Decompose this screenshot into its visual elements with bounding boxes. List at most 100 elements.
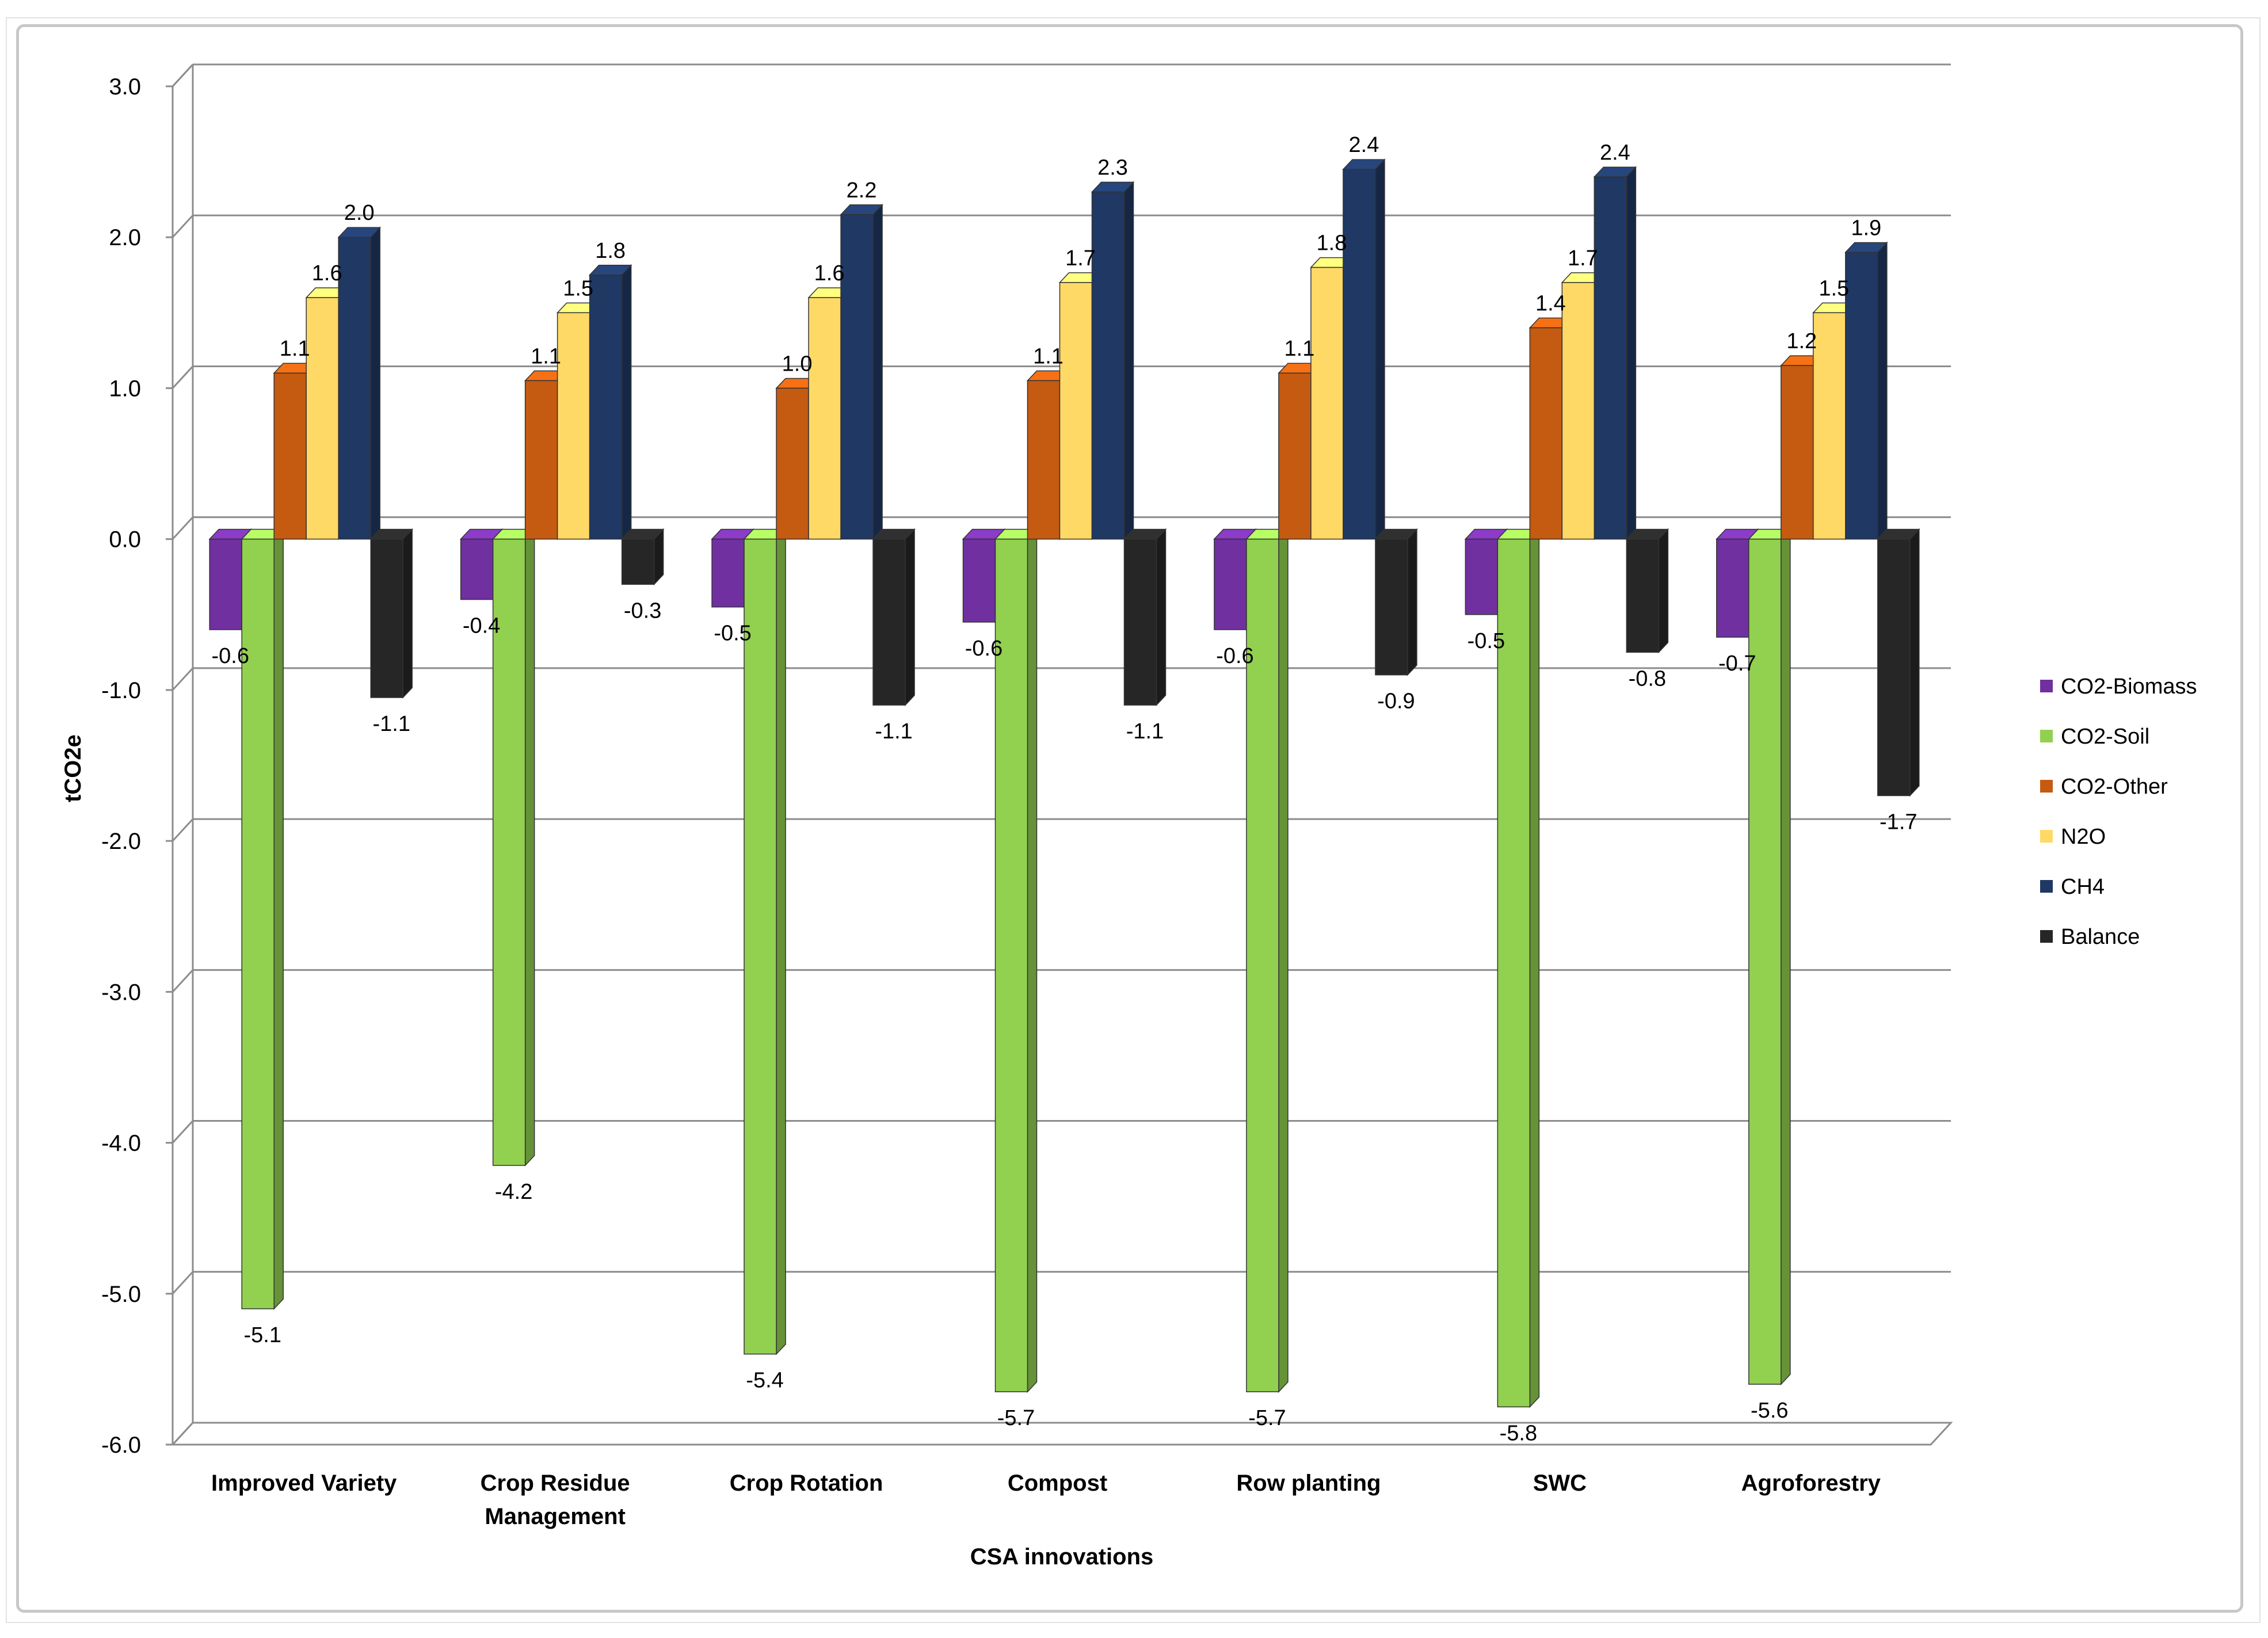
bar-side xyxy=(402,528,413,699)
bar-side xyxy=(905,528,915,707)
bar-ch4[interactable] xyxy=(840,203,883,540)
data-label: 1.6 xyxy=(312,261,342,285)
bar-front xyxy=(338,237,371,540)
bar-front xyxy=(1626,538,1660,653)
data-label: 1.9 xyxy=(1851,216,1881,240)
bar-front xyxy=(370,538,403,698)
legend-swatch xyxy=(2040,730,2053,742)
bar-front xyxy=(1561,282,1595,540)
data-label: 1.2 xyxy=(1786,329,1817,353)
bar-front xyxy=(1845,252,1878,540)
data-label: 1.5 xyxy=(563,276,593,300)
bar-side xyxy=(1407,528,1417,676)
legend-item-ch4[interactable]: CH4 xyxy=(2040,875,2105,899)
bar-balance[interactable] xyxy=(1374,528,1418,676)
bar-balance[interactable] xyxy=(369,528,413,699)
bar-front xyxy=(306,297,339,540)
x-axis-title: CSA innovations xyxy=(970,1544,1154,1570)
bar-side xyxy=(1156,528,1167,707)
bar-front xyxy=(1497,538,1531,1408)
bars xyxy=(208,158,1920,1408)
gridline-diag xyxy=(171,1120,194,1144)
data-label: 2.4 xyxy=(1349,133,1379,157)
bar-co2-soil[interactable] xyxy=(1245,528,1289,1393)
gridline-diag xyxy=(171,63,194,87)
bar-front xyxy=(1310,266,1344,540)
bar-front xyxy=(524,380,558,540)
y-axis-title: tCO2e xyxy=(60,734,86,802)
legend-item-co2-biomass[interactable]: CO2-Biomass xyxy=(2040,675,2197,699)
gridline-diag xyxy=(171,818,194,842)
bar-ch4[interactable] xyxy=(337,226,381,540)
legend-swatch xyxy=(2040,680,2053,692)
bar-ch4[interactable] xyxy=(1593,166,1637,540)
bar-balance[interactable] xyxy=(872,528,916,707)
data-label: 1.1 xyxy=(280,337,310,361)
bar-front xyxy=(1781,365,1814,540)
bar-front xyxy=(776,387,809,540)
data-label: -5.4 xyxy=(746,1369,783,1393)
bar-co2-soil[interactable] xyxy=(994,528,1038,1393)
bar-front xyxy=(209,538,242,630)
data-label: 1.1 xyxy=(1033,344,1064,368)
data-label: -5.7 xyxy=(1248,1406,1286,1430)
bar-ch4[interactable] xyxy=(588,264,632,540)
data-label: 1.0 xyxy=(782,352,813,376)
data-label: -5.6 xyxy=(1751,1399,1788,1423)
bar-ch4[interactable] xyxy=(1844,241,1888,540)
legend[interactable]: CO2-Biomass CO2-Soil CO2-Other N2O CH4 Balanc… xyxy=(2040,675,2197,949)
data-label: 2.2 xyxy=(847,178,877,203)
gridline-diag xyxy=(171,1271,194,1294)
bar-front xyxy=(1278,372,1312,540)
bar-ch4[interactable] xyxy=(1091,181,1135,540)
bar-ch4[interactable] xyxy=(1342,158,1386,540)
data-label: 1.6 xyxy=(814,261,845,285)
bar-front xyxy=(1027,380,1061,540)
legend-item-balance[interactable]: Balance xyxy=(2040,925,2140,949)
data-label: -5.8 xyxy=(1500,1421,1537,1445)
legend-swatch xyxy=(2040,780,2053,793)
bar-side xyxy=(273,528,284,1310)
bar-side xyxy=(1278,528,1289,1393)
y-tick-label: -4.0 xyxy=(101,1131,141,1156)
data-label: 2.3 xyxy=(1097,156,1128,180)
bar-co2-soil[interactable] xyxy=(743,528,787,1355)
bar-co2-soil[interactable] xyxy=(1496,528,1541,1408)
gridline-diag xyxy=(171,365,194,389)
y-tick-label: -3.0 xyxy=(101,980,141,1005)
gridline-diag xyxy=(171,969,194,993)
bar-side xyxy=(1909,528,1920,797)
bar-balance[interactable] xyxy=(620,528,665,586)
legend-swatch xyxy=(2040,880,2053,893)
bar-co2-soil[interactable] xyxy=(491,528,536,1167)
bar-co2-soil[interactable] xyxy=(241,528,284,1310)
bar-front xyxy=(621,538,655,585)
bar-front xyxy=(1529,327,1563,540)
bar-side xyxy=(1027,528,1038,1393)
bar-balance[interactable] xyxy=(1123,528,1167,707)
x-tick-label: Row planting xyxy=(1236,1471,1381,1496)
bar-front xyxy=(589,275,623,540)
data-label: -0.6 xyxy=(1216,644,1253,668)
bar-front xyxy=(556,312,590,540)
data-label: 2.4 xyxy=(1600,140,1630,165)
bar-front xyxy=(1748,538,1782,1385)
x-tick-label: SWC xyxy=(1533,1471,1587,1496)
bar-balance[interactable] xyxy=(1877,528,1920,797)
y-tick-label: -6.0 xyxy=(101,1433,141,1458)
y-tick-label: 3.0 xyxy=(109,74,141,100)
data-label: -0.5 xyxy=(714,622,751,646)
x-tick-label: Improved Variety xyxy=(211,1471,397,1496)
bar-front xyxy=(840,214,874,540)
legend-label: Balance xyxy=(2061,925,2140,949)
legend-item-co2-other[interactable]: CO2-Other xyxy=(2040,775,2168,799)
data-label: 1.1 xyxy=(531,344,561,368)
bar-co2-soil[interactable] xyxy=(1748,528,1791,1386)
data-labels: -0.6-5.11.11.62.0-1.1-0.4-4.21.11.51.8-0… xyxy=(211,133,1917,1445)
y-axis-ticks: 3.0 2.0 1.0 0.0 -1.0 -2.0 -3.0 -4.0 -5.0 -6.0 xyxy=(101,74,141,1458)
data-label: 1.7 xyxy=(1065,246,1096,271)
bar-balance[interactable] xyxy=(1625,528,1669,654)
legend-item-co2-soil[interactable]: CO2-Soil xyxy=(2040,725,2149,749)
legend-item-n2o[interactable]: N2O xyxy=(2040,825,2106,849)
bar-front xyxy=(1375,538,1408,676)
